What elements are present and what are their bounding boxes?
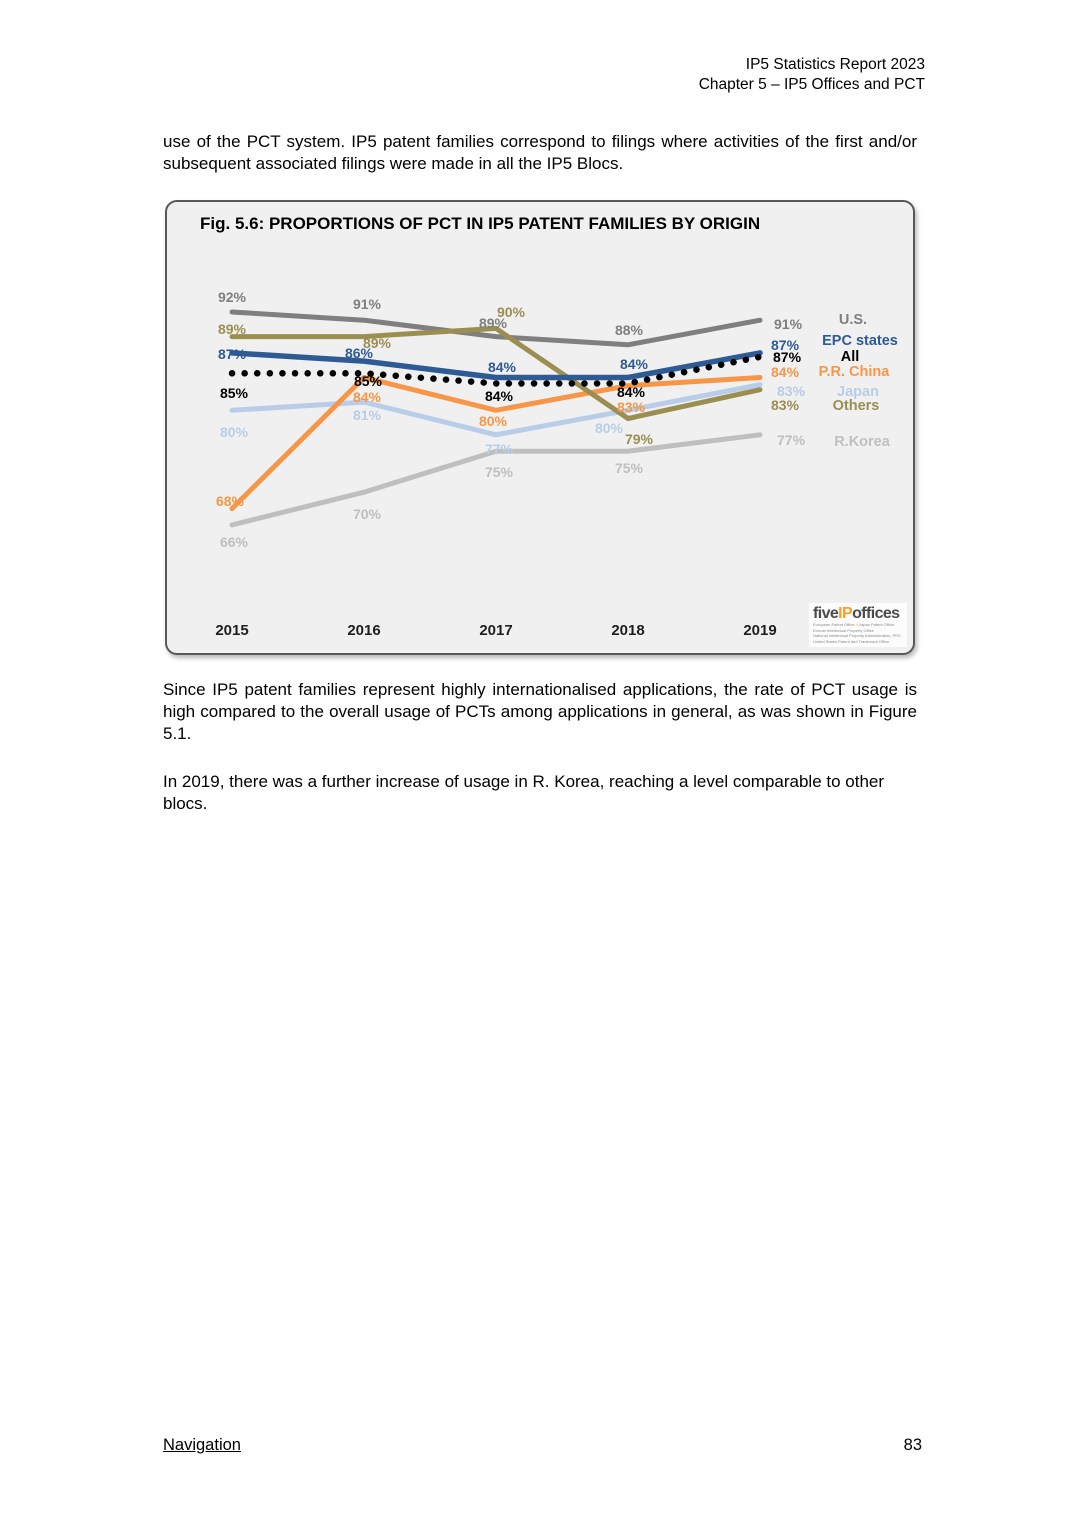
value-label: 83%: [771, 397, 800, 413]
header-report-title: IP5 Statistics Report 2023: [745, 56, 925, 73]
value-label: 85%: [220, 385, 249, 401]
line-u-s-: [229, 309, 763, 348]
value-label: 90%: [497, 304, 526, 320]
value-label: 68%: [216, 493, 245, 509]
value-label: 87%: [218, 346, 247, 362]
legend-p-r-china: P.R. China: [819, 364, 891, 380]
logo-subline-1: European Patent Office // Japan Patent O…: [813, 622, 895, 627]
value-label: 75%: [485, 464, 514, 480]
header-chapter-title: Chapter 5 – IP5 Offices and PCT: [698, 76, 925, 93]
five-ip-offices-logo: fiveIPoffices European Patent Office // …: [809, 603, 907, 647]
value-label: 84%: [353, 389, 382, 405]
navigation-link[interactable]: Navigation: [163, 1436, 241, 1454]
value-label: 80%: [479, 413, 508, 429]
value-label: 85%: [354, 373, 383, 389]
value-label: 87%: [773, 349, 802, 365]
x-axis-year-label: 2016: [347, 622, 380, 639]
logo-subline-4: United States Patent and Trademark Offic…: [813, 638, 890, 644]
logo-subline-2: Korean Intellectual Property Office: [813, 627, 874, 633]
page-header: IP5 Statistics Report 2023 Chapter 5 – I…: [163, 55, 925, 95]
value-label: 89%: [363, 335, 392, 351]
x-axis-year-label: 2018: [611, 622, 644, 639]
legend-all: All: [841, 349, 860, 365]
value-label: 84%: [617, 384, 646, 400]
pct-proportions-line-chart: 92% 91%89% 88% 91%87% 86%84% 84%87%85%85%84% 8…: [215, 289, 898, 639]
value-label: 84%: [488, 359, 517, 375]
intro-paragraph: use of the PCT system. IP5 patent famili…: [163, 132, 917, 173]
legend-others: Others: [833, 398, 880, 414]
value-label: 79%: [625, 431, 654, 447]
line-others: [229, 325, 763, 421]
legend-japan: Japan: [837, 384, 879, 400]
logo-subline-3: National Intellectual Property Administr…: [813, 633, 902, 638]
line-japan: [229, 382, 763, 438]
figure-title: Fig. 5.6: PROPORTIONS OF PCT IN IP5 PATE…: [200, 214, 761, 233]
value-label: 84%: [485, 388, 514, 404]
logo-wordmark: fiveIPoffices: [813, 605, 900, 622]
value-label: 80%: [595, 420, 624, 436]
value-label: 84%: [620, 356, 649, 372]
value-label: 87%: [771, 337, 800, 353]
value-label: 92%: [218, 289, 247, 305]
legend-u-s-: U.S.: [839, 312, 867, 328]
x-axis-year-label: 2015: [215, 622, 248, 639]
body-paragraph-1: Since IP5 patent families represent high…: [163, 680, 917, 743]
x-axis-year-label: 2017: [479, 622, 512, 639]
value-label: 80%: [220, 424, 249, 440]
body-paragraph-2: In 2019, there was a further increase of…: [163, 772, 885, 813]
logo-ip-highlight: IP: [838, 605, 853, 622]
value-label: 88%: [615, 322, 644, 338]
value-label: 89%: [479, 315, 508, 331]
figure-panel: 92% 91% 89% 88% 91% 87% 86% 84% 84% 87% 85% 85% 84% 8…: [165, 200, 915, 655]
value-label: 86%: [345, 345, 374, 361]
value-label: 77%: [485, 441, 514, 457]
value-label: 84%: [771, 364, 800, 380]
legend-r-korea: R.Korea: [834, 434, 891, 450]
value-label: 77%: [777, 432, 806, 448]
line-p-r-china: [229, 375, 763, 512]
value-label: 89%: [218, 321, 247, 337]
legend-epc-states: EPC states: [822, 333, 898, 349]
value-label: 81%: [353, 407, 382, 423]
line-epc-states: [229, 350, 763, 381]
value-label: 66%: [220, 534, 249, 550]
value-label: 70%: [353, 506, 382, 522]
value-label: 91%: [353, 296, 382, 312]
page-number: 83: [903, 1436, 922, 1454]
value-label: 75%: [615, 460, 644, 476]
value-label: 91%: [774, 316, 803, 332]
line-r-korea: [229, 432, 763, 528]
value-label: 83%: [777, 383, 806, 399]
value-label: 83%: [617, 399, 646, 415]
line-all: [228, 353, 764, 387]
x-axis-year-label: 2019: [743, 622, 776, 639]
